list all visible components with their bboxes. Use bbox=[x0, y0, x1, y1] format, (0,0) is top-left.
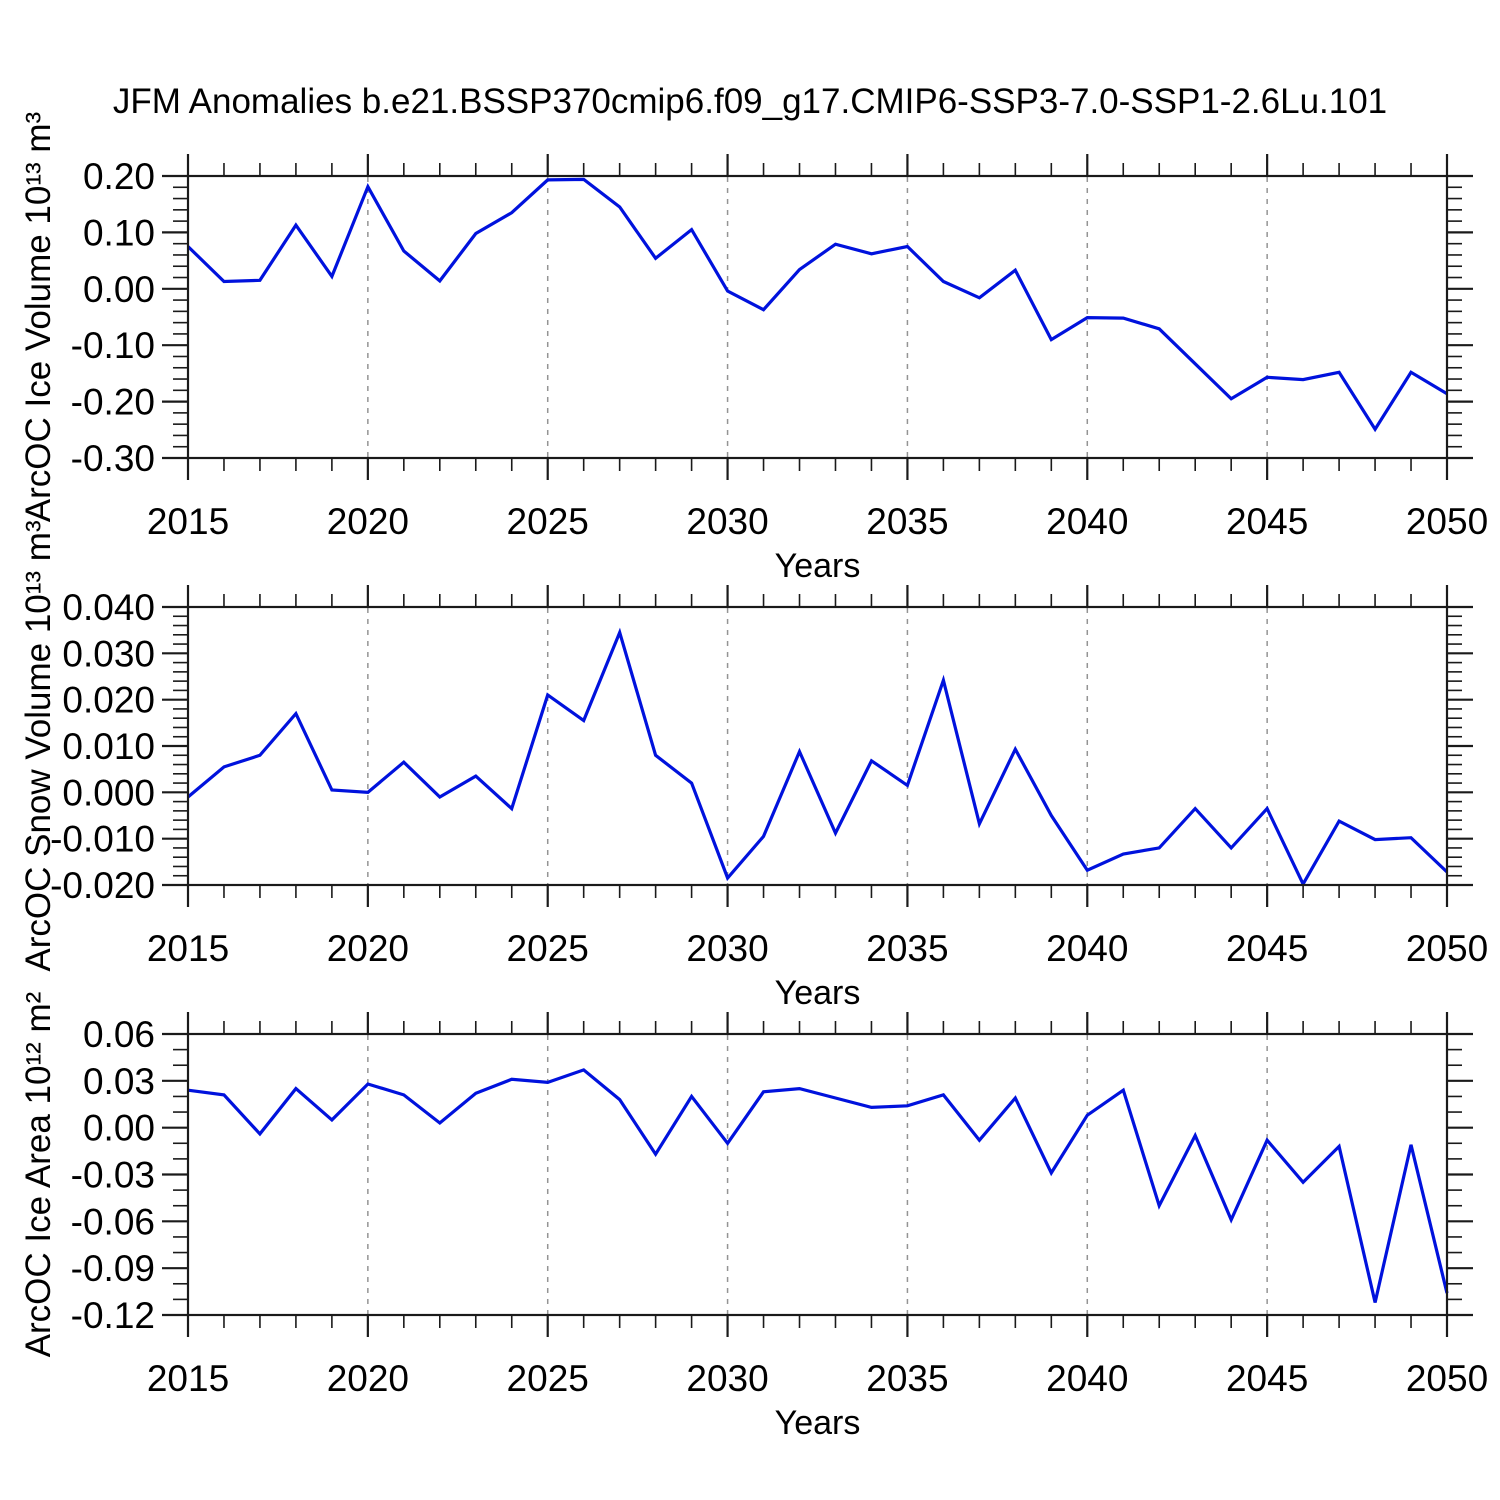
x-tick-label-2015: 2015 bbox=[147, 928, 229, 969]
y-tick-label-0.03: 0.03 bbox=[83, 1061, 155, 1102]
x-tick-label-2050: 2050 bbox=[1406, 501, 1488, 542]
x-tick-label-2035: 2035 bbox=[866, 1358, 948, 1399]
plot-frame bbox=[186, 174, 1449, 460]
x-tick-label-2015: 2015 bbox=[147, 501, 229, 542]
y-tick-label-0.030: 0.030 bbox=[62, 633, 155, 674]
x-tick-label-2015: 2015 bbox=[147, 1358, 229, 1399]
series-line-ice-volume bbox=[186, 177, 1448, 433]
y-tick-label--0.20: -0.20 bbox=[71, 382, 155, 423]
y-tick-label--0.12: -0.12 bbox=[71, 1295, 155, 1336]
x-tick-label-2035: 2035 bbox=[866, 501, 948, 542]
y-tick-label--0.09: -0.09 bbox=[71, 1248, 155, 1289]
y-tick-label-0.06: 0.06 bbox=[83, 1014, 155, 1055]
x-tick-label-2030: 2030 bbox=[686, 928, 768, 969]
y-tick-label-0.20: 0.20 bbox=[83, 156, 155, 197]
x-tick-label-2040: 2040 bbox=[1046, 1358, 1128, 1399]
series-line-ice-area bbox=[187, 1068, 1449, 1303]
x-tick-label-2040: 2040 bbox=[1046, 928, 1128, 969]
x-tick-label-2020: 2020 bbox=[327, 501, 409, 542]
y-axis-title-ice-volume: ArcOC Ice Volume 10¹³ m³ bbox=[19, 112, 58, 522]
y-tick-label-0.020: 0.020 bbox=[62, 680, 155, 721]
y-tick-label-0.000: 0.000 bbox=[62, 772, 155, 813]
y-tick-label-0.00: 0.00 bbox=[83, 1108, 155, 1149]
x-tick-label-2035: 2035 bbox=[866, 928, 948, 969]
y-axis-title-snow-volume: ArcOC Snow Volume 10¹³ m³ bbox=[19, 520, 58, 971]
x-axis-title-ice-volume: Years bbox=[775, 547, 861, 585]
x-tick-label-2025: 2025 bbox=[507, 501, 589, 542]
x-tick-label-2045: 2045 bbox=[1226, 1358, 1308, 1399]
y-tick-label--0.06: -0.06 bbox=[71, 1201, 155, 1242]
y-tick-label-0.10: 0.10 bbox=[83, 212, 155, 253]
x-axis-title-ice-area: Years bbox=[775, 1404, 861, 1442]
x-tick-label-2025: 2025 bbox=[507, 928, 589, 969]
y-tick-label--0.010: -0.010 bbox=[50, 819, 155, 860]
x-tick-label-2025: 2025 bbox=[507, 1358, 589, 1399]
y-tick-label-0.040: 0.040 bbox=[62, 587, 155, 628]
x-tick-label-2045: 2045 bbox=[1226, 928, 1308, 969]
plot-title: JFM Anomalies b.e21.BSSP370cmip6.f09_g17… bbox=[112, 82, 1388, 121]
x-tick-label-2030: 2030 bbox=[686, 1358, 768, 1399]
x-tick-label-2020: 2020 bbox=[327, 928, 409, 969]
y-tick-label--0.10: -0.10 bbox=[71, 325, 155, 366]
y-tick-label-0.010: 0.010 bbox=[62, 726, 155, 767]
x-tick-label-2050: 2050 bbox=[1406, 1358, 1488, 1399]
y-tick-label--0.03: -0.03 bbox=[71, 1155, 155, 1196]
x-tick-label-2050: 2050 bbox=[1406, 928, 1488, 969]
plot-frame bbox=[186, 1032, 1449, 1317]
y-tick-label-0.00: 0.00 bbox=[83, 269, 155, 310]
x-tick-label-2045: 2045 bbox=[1226, 501, 1308, 542]
y-tick-label--0.020: -0.020 bbox=[50, 865, 155, 906]
series-line-snow-volume bbox=[186, 627, 1449, 888]
y-tick-label--0.30: -0.30 bbox=[71, 438, 155, 479]
y-axis-title-ice-area: ArcOC Ice Area 10¹² m² bbox=[19, 992, 58, 1358]
x-axis-title-snow-volume: Years bbox=[775, 974, 861, 1012]
x-tick-label-2030: 2030 bbox=[686, 501, 768, 542]
x-tick-label-2020: 2020 bbox=[327, 1358, 409, 1399]
x-tick-label-2040: 2040 bbox=[1046, 501, 1128, 542]
